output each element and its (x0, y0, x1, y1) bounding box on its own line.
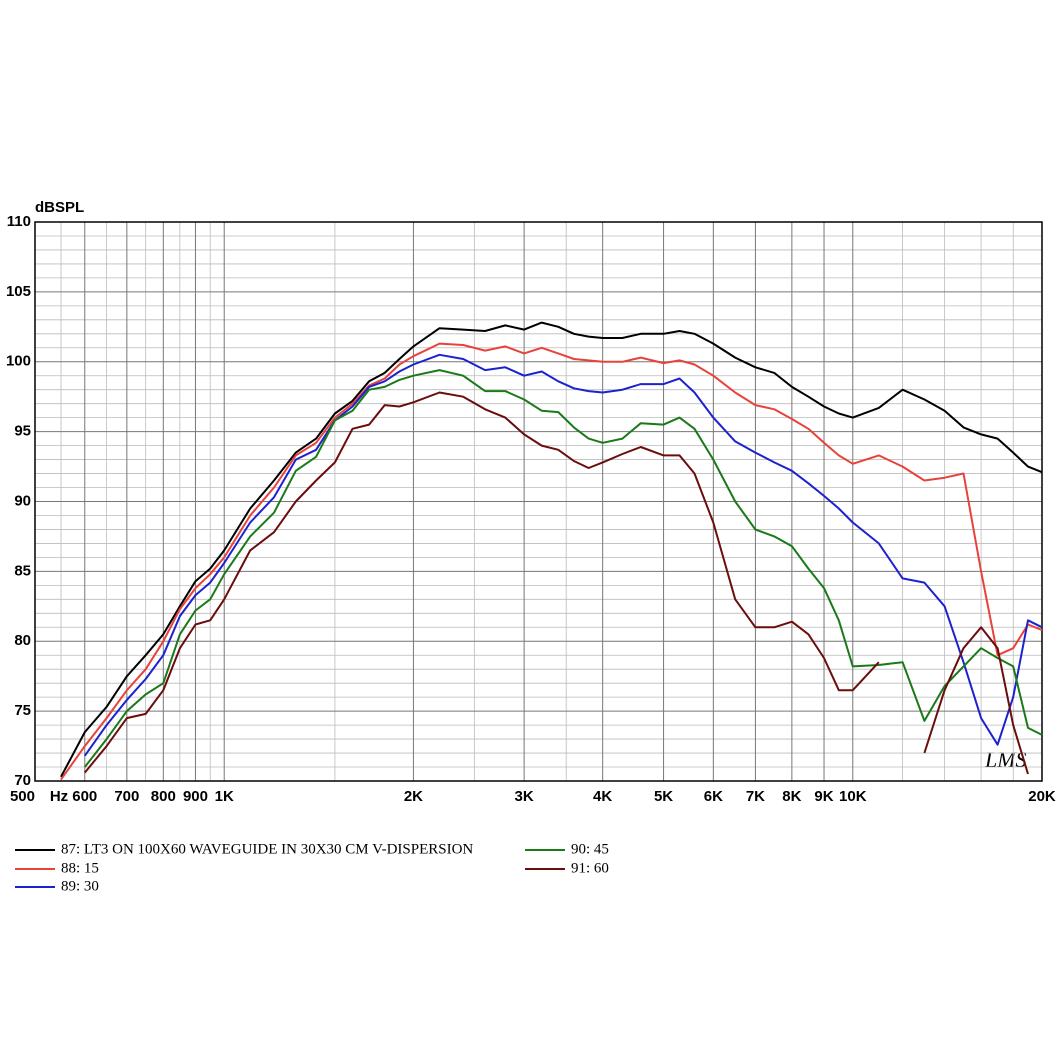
series-line (84, 369, 1043, 768)
x-tick-label: 1K (215, 788, 234, 805)
plot-frame (34, 221, 1043, 782)
series-line (60, 342, 1043, 781)
legend-label: 87: LT3 ON 100X60 WAVEGUIDE IN 30X30 CM … (61, 841, 473, 857)
y-tick-label: 70 (14, 772, 31, 789)
series-line (84, 391, 1029, 775)
y-tick-label: 95 (14, 423, 31, 440)
x-tick-label: 10K (839, 788, 867, 805)
y-tick-label: 90 (14, 492, 31, 509)
x-tick-label: 900 (183, 788, 208, 805)
series-line (83, 353, 1043, 757)
watermark: LMS (984, 747, 1027, 772)
x-tick-label: 4K (593, 788, 612, 805)
x-tick-label: 500 (10, 788, 35, 805)
x-tick-label: 800 (151, 788, 176, 805)
y-tick-label: 75 (14, 702, 31, 719)
x-tick-label: 8K (782, 788, 801, 805)
x-tick-label: 20K (1028, 788, 1056, 805)
x-tick-label: 600 (72, 788, 97, 805)
x-tick-label: 2K (404, 788, 423, 805)
legend-label: 91: 60 (571, 860, 609, 876)
series-line (60, 321, 1043, 778)
legend-label: 88: 15 (61, 860, 99, 876)
x-unit: Hz (50, 788, 68, 805)
x-tick-label: 6K (704, 788, 723, 805)
legend-label: 89: 30 (61, 878, 99, 894)
x-tick-label: 7K (746, 788, 765, 805)
y-tick-label: 85 (14, 562, 31, 579)
x-tick-label: 3K (515, 788, 534, 805)
x-tick-label: 5K (654, 788, 673, 805)
y-tick-label: 100 (6, 353, 31, 370)
y-tick-label: 105 (6, 283, 31, 300)
x-tick-label: 9K (814, 788, 833, 805)
y-tick-label: 80 (14, 632, 31, 649)
legend-label: 90: 45 (571, 841, 609, 857)
y-tick-label: 110 (7, 213, 31, 230)
x-tick-label: 700 (114, 788, 139, 805)
y-axis-label: dBSPL (35, 199, 84, 216)
